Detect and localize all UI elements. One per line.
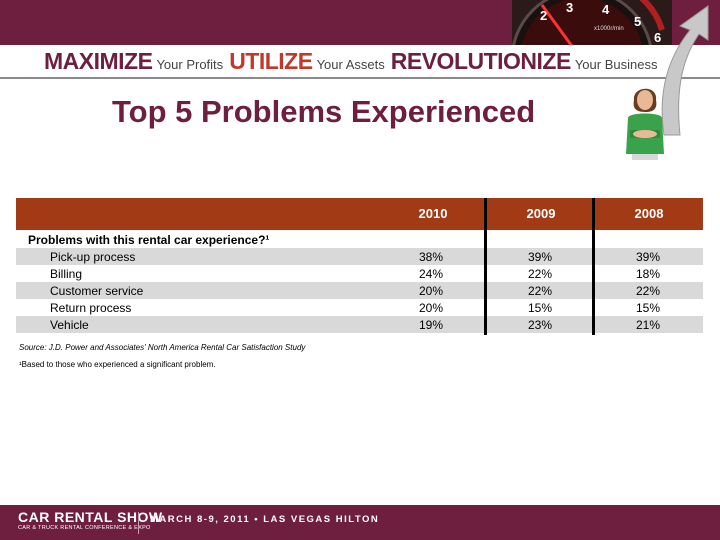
cell-value: 22% <box>528 284 553 298</box>
problems-table: 2010 2009 2008 Problems with this rental… <box>16 198 703 335</box>
footer-event: MARCH 8-9, 2011 • LAS VEGAS HILTON <box>150 514 380 525</box>
cell-value: 15% <box>528 301 553 315</box>
gauge-num: 3 <box>566 0 573 15</box>
row-label: Customer service <box>50 284 144 298</box>
table-row: Billing 24% 22% 18% <box>16 265 703 282</box>
cell-value: 39% <box>528 250 553 264</box>
cell-value: 39% <box>636 250 661 264</box>
gauge-num: 4 <box>602 2 610 17</box>
year-header: 2008 <box>634 206 664 221</box>
year-header: 2010 <box>418 206 448 221</box>
table-row: Customer service 20% 22% 22% <box>16 282 703 299</box>
footer-logo: CAR RENTAL SHOW CAR & TRUCK RENTAL CONFE… <box>18 509 163 531</box>
cell-value: 18% <box>636 267 661 281</box>
tagline-word-utilize: UTILIZE <box>229 48 313 74</box>
tagline-word-revolutionize: REVOLUTIONIZE <box>390 48 572 74</box>
cell-value: 20% <box>419 301 444 315</box>
footer-brand: CAR RENTAL SHOW <box>18 509 163 525</box>
gauge-num: 6 <box>654 30 661 45</box>
footer-brand-sub: CAR & TRUCK RENTAL CONFERENCE & EXPO <box>18 525 151 531</box>
footer-divider <box>138 512 139 534</box>
question-row: Problems with this rental car experience… <box>16 230 703 248</box>
tagline-phrase: Your Business <box>574 57 658 72</box>
cell-value: 22% <box>528 267 553 281</box>
tagline-phrase: Your Assets <box>316 57 385 72</box>
column-divider <box>484 198 487 335</box>
cell-value: 22% <box>636 284 661 298</box>
table-row: Pick-up process 38% 39% 39% <box>16 248 703 265</box>
cell-value: 21% <box>636 318 661 332</box>
gauge-num: 5 <box>634 14 641 29</box>
cell-value: 20% <box>419 284 444 298</box>
table-header: 2010 2009 2008 <box>16 198 703 230</box>
row-label: Billing <box>50 267 83 281</box>
table-row: Vehicle 19% 23% 21% <box>16 316 703 333</box>
tagline: MAXIMIZE Your Profits UTILIZE Your Assets RE… <box>44 48 663 75</box>
footer-bar <box>0 505 720 540</box>
cell-value: 38% <box>419 250 444 264</box>
column-divider <box>592 198 595 335</box>
gauge-num: 2 <box>540 8 547 23</box>
row-label: Vehicle <box>50 318 89 332</box>
year-header: 2009 <box>526 206 556 221</box>
gauge-unit: x1000r/min <box>594 26 624 32</box>
tagline-word-maximize: MAXIMIZE <box>44 48 153 74</box>
row-label: Pick-up process <box>50 250 136 264</box>
tagline-phrase: Your Profits <box>156 57 224 72</box>
tagline-bar <box>0 45 720 79</box>
cell-value: 23% <box>528 318 553 332</box>
footnote: ¹Based to those who experienced a signif… <box>19 360 216 369</box>
curved-arrow-graphic <box>650 0 720 140</box>
cell-value: 15% <box>636 301 661 315</box>
question-label: Problems with this rental car experience… <box>28 233 270 247</box>
person-illustration <box>620 82 670 162</box>
cell-value: 19% <box>419 318 444 332</box>
cell-value: 24% <box>419 267 444 281</box>
table-row: Return process 20% 15% 15% <box>16 299 703 316</box>
row-label: Return process <box>50 301 132 315</box>
page-title: Top 5 Problems Experienced <box>112 94 536 129</box>
source-note: Source: J.D. Power and Associates' North… <box>19 343 306 352</box>
speedometer-graphic: 2 3 4 5 6 x1000r/min <box>512 0 672 45</box>
